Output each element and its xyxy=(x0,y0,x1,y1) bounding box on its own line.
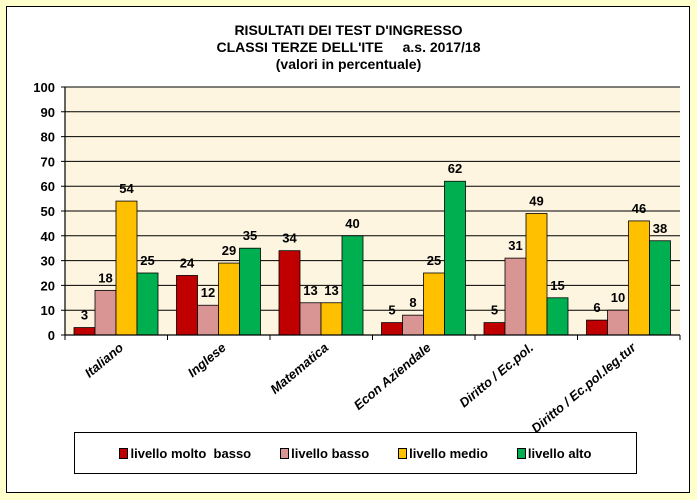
legend-label: livello molto basso xyxy=(130,445,252,461)
data-label: 10 xyxy=(611,290,625,305)
data-label: 3 xyxy=(81,308,88,323)
chart-title-line2: CLASSI TERZE DELL'ITE a.s. 2017/18 xyxy=(216,39,481,55)
bar xyxy=(299,302,322,336)
x-tick-label: Diritto / Ec.pol.leg.tur xyxy=(528,339,639,436)
data-label: 40 xyxy=(345,216,359,231)
bar xyxy=(320,302,343,336)
x-tick-label: Econ Aziendale xyxy=(351,340,434,413)
data-label: 54 xyxy=(119,181,134,196)
legend-swatch xyxy=(280,447,290,459)
data-label: 6 xyxy=(593,300,600,315)
data-label: 8 xyxy=(409,295,416,310)
data-label: 13 xyxy=(324,283,338,298)
y-tick-label: 100 xyxy=(33,80,55,95)
y-tick-label: 60 xyxy=(41,179,55,194)
y-tick-label: 90 xyxy=(41,105,55,120)
bar xyxy=(115,200,138,336)
chart-title-line1: RISULTATI DEI TEST D'INGRESSO xyxy=(234,22,463,38)
y-tick-label: 30 xyxy=(41,254,55,269)
x-tick-label: Diritto / Ec.pol. xyxy=(456,340,536,410)
legend-item: livello medio xyxy=(398,446,488,461)
data-label: 12 xyxy=(201,285,215,300)
x-tick-label: Inglese xyxy=(185,340,229,380)
legend-item: livello basso xyxy=(280,446,369,461)
legend: livello molto basso livello basso livello … xyxy=(74,432,637,474)
data-label: 29 xyxy=(222,243,236,258)
bar xyxy=(628,220,650,336)
data-label: 13 xyxy=(303,283,317,298)
legend-swatch xyxy=(516,447,526,459)
legend-swatch xyxy=(398,447,408,459)
data-label: 62 xyxy=(448,161,462,176)
bar xyxy=(607,309,629,336)
data-label: 18 xyxy=(98,270,112,285)
data-label: 25 xyxy=(140,253,154,268)
data-label: 46 xyxy=(632,201,646,216)
bar xyxy=(197,304,219,336)
bar xyxy=(278,250,301,336)
bar xyxy=(546,297,569,336)
legend-label: livello basso xyxy=(291,445,370,461)
y-tick-label: 70 xyxy=(41,154,55,169)
y-tick-label: 40 xyxy=(41,229,55,244)
bar xyxy=(423,272,445,336)
bar xyxy=(649,240,671,336)
data-label: 49 xyxy=(529,193,543,208)
bar xyxy=(218,262,240,336)
bar xyxy=(402,314,424,336)
data-label: 24 xyxy=(180,255,195,270)
data-label: 25 xyxy=(427,253,441,268)
legend-swatch xyxy=(119,447,129,459)
bar xyxy=(444,180,466,336)
bar xyxy=(136,272,159,336)
legend-label: livello medio xyxy=(409,445,488,461)
data-label: 31 xyxy=(508,238,522,253)
bar xyxy=(94,289,117,336)
x-tick-label: Italiano xyxy=(82,340,127,381)
y-tick-label: 20 xyxy=(41,278,55,293)
bar xyxy=(73,327,96,336)
data-label: 5 xyxy=(491,303,498,318)
bar xyxy=(586,319,608,336)
bar xyxy=(239,247,261,336)
legend-item: livello alto xyxy=(516,445,592,461)
y-tick-label: 50 xyxy=(41,204,55,219)
bar xyxy=(525,213,548,336)
bar xyxy=(483,322,506,336)
legend-item: livello molto basso xyxy=(119,446,251,461)
bar xyxy=(176,275,198,336)
bar xyxy=(504,257,527,336)
bar xyxy=(381,322,403,336)
chart-subtitle: (valori in percentuale) xyxy=(275,56,422,72)
data-label: 15 xyxy=(550,278,564,293)
data-label: 38 xyxy=(653,221,667,236)
data-label: 35 xyxy=(243,228,257,243)
data-label: 34 xyxy=(282,231,297,246)
bar xyxy=(341,235,364,336)
y-tick-label: 0 xyxy=(48,328,55,343)
y-tick-label: 10 xyxy=(41,303,55,318)
y-tick-label: 80 xyxy=(41,130,55,145)
x-tick-label: Matematica xyxy=(267,340,331,397)
legend-label: livello alto xyxy=(527,445,592,461)
data-label: 5 xyxy=(388,303,395,318)
